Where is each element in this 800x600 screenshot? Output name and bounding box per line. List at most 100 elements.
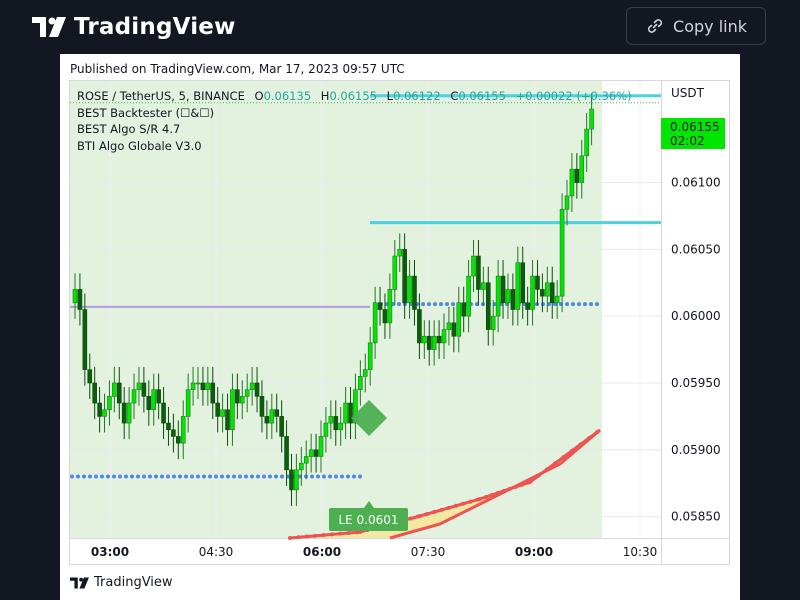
candle-body[interactable] [72,289,78,304]
candle-body[interactable] [535,275,540,290]
candle-body[interactable] [554,295,560,304]
candle-body[interactable] [392,255,398,290]
candle-body[interactable] [510,289,516,310]
candle-body[interactable] [579,155,585,183]
candle-body[interactable] [377,302,383,310]
candle-body[interactable] [515,262,521,310]
candle-body[interactable] [220,409,225,417]
candle-body[interactable] [505,289,511,304]
candle-body[interactable] [308,449,314,457]
candle-body[interactable] [456,302,462,337]
candle-body[interactable] [343,402,348,424]
candle-body[interactable] [230,389,235,431]
signal-diamond-icon[interactable] [351,400,387,436]
candle-body[interactable] [412,275,417,310]
copy-link-button[interactable]: Copy link [626,7,766,45]
candle-body[interactable] [407,275,412,304]
candle-body[interactable] [176,436,181,444]
candle-body[interactable] [500,275,506,304]
candle-body[interactable] [436,335,442,344]
candle-body[interactable] [215,402,220,417]
candle-body[interactable] [471,255,476,277]
candle-body[interactable] [574,168,580,183]
candle-body[interactable] [299,462,304,471]
candle-body[interactable] [171,429,176,437]
candle-body[interactable] [102,409,107,417]
candle-body[interactable] [362,369,368,377]
candle-body[interactable] [205,382,211,390]
candle-body[interactable] [530,275,535,310]
candle-body[interactable] [116,382,122,404]
candle-body[interactable] [239,396,245,404]
candle-body[interactable] [254,382,260,397]
candle-body[interactable] [323,422,329,437]
brand[interactable]: TradingView [32,12,236,42]
candle-body[interactable] [481,282,486,290]
candle-body[interactable] [136,382,142,390]
candle-body[interactable] [274,409,280,417]
price-chart[interactable]: 0.05850 0.05900 0.05950 0.06000 0.06050 0.061… [60,54,740,600]
candle-body[interactable] [77,289,83,310]
candle-body[interactable] [294,469,299,491]
candle-body[interactable] [466,275,471,317]
candle-body[interactable] [166,422,171,431]
candle-body[interactable] [249,382,255,390]
candle-body[interactable] [259,396,265,417]
candle-body[interactable] [417,309,422,344]
candle-body[interactable] [569,168,575,197]
candle-body[interactable] [353,389,358,424]
candle-body[interactable] [372,302,378,344]
entry-signal-badge[interactable] [329,508,408,531]
candle-body[interactable] [92,382,97,404]
candle-body[interactable] [289,469,294,491]
footer-brand[interactable]: TradingView [70,575,173,590]
candle-body[interactable] [269,409,275,424]
candle-body[interactable] [235,389,240,404]
candle-body[interactable] [328,416,334,424]
candle-body[interactable] [284,436,289,471]
candle-body[interactable] [156,389,161,404]
candle-body[interactable] [126,402,132,424]
candle-body[interactable] [303,456,309,464]
candle-body[interactable] [367,342,373,370]
candle-body[interactable] [195,382,201,385]
candle-body[interactable] [82,309,88,370]
candle-body[interactable] [387,289,393,324]
candle-body[interactable] [564,195,570,210]
candle-body[interactable] [422,335,427,344]
candle-body[interactable] [244,389,250,397]
legend-indicator[interactable]: BEST Algo S/R 4.7 [77,122,181,136]
candle-body[interactable] [451,322,457,337]
candle-body[interactable] [358,376,363,390]
candle-body[interactable] [333,416,339,431]
candle-body[interactable] [200,382,206,390]
candle-body[interactable] [348,402,353,424]
candle-body[interactable] [559,208,565,297]
legend-indicator[interactable]: BEST Backtester (☐&☐) [77,105,215,120]
candle-body[interactable] [131,389,137,404]
candle-body[interactable] [141,382,147,397]
candle-body[interactable] [338,422,343,431]
candle-body[interactable] [485,282,491,330]
candle-body[interactable] [313,449,319,457]
candle-body[interactable] [318,436,324,457]
candle-body[interactable] [190,382,196,390]
candle-body[interactable] [520,262,526,304]
candle-body[interactable] [180,416,186,444]
candle-body[interactable] [589,108,594,130]
candle-body[interactable] [97,402,102,417]
candle-body[interactable] [210,382,216,404]
candle-body[interactable] [112,382,117,397]
candle-body[interactable] [121,402,127,424]
candle-body[interactable] [545,282,550,297]
candle-body[interactable] [446,322,452,330]
candle-body[interactable] [107,396,112,411]
candle-body[interactable] [397,249,403,257]
legend-indicator[interactable]: BTI Algo Globale V3.0 [77,138,202,153]
candle-body[interactable] [382,309,388,324]
candle-body[interactable] [264,416,270,424]
candle-body[interactable] [279,416,284,437]
candle-body[interactable] [540,289,545,297]
candle-body[interactable] [584,128,589,157]
candle-body[interactable] [146,396,152,411]
